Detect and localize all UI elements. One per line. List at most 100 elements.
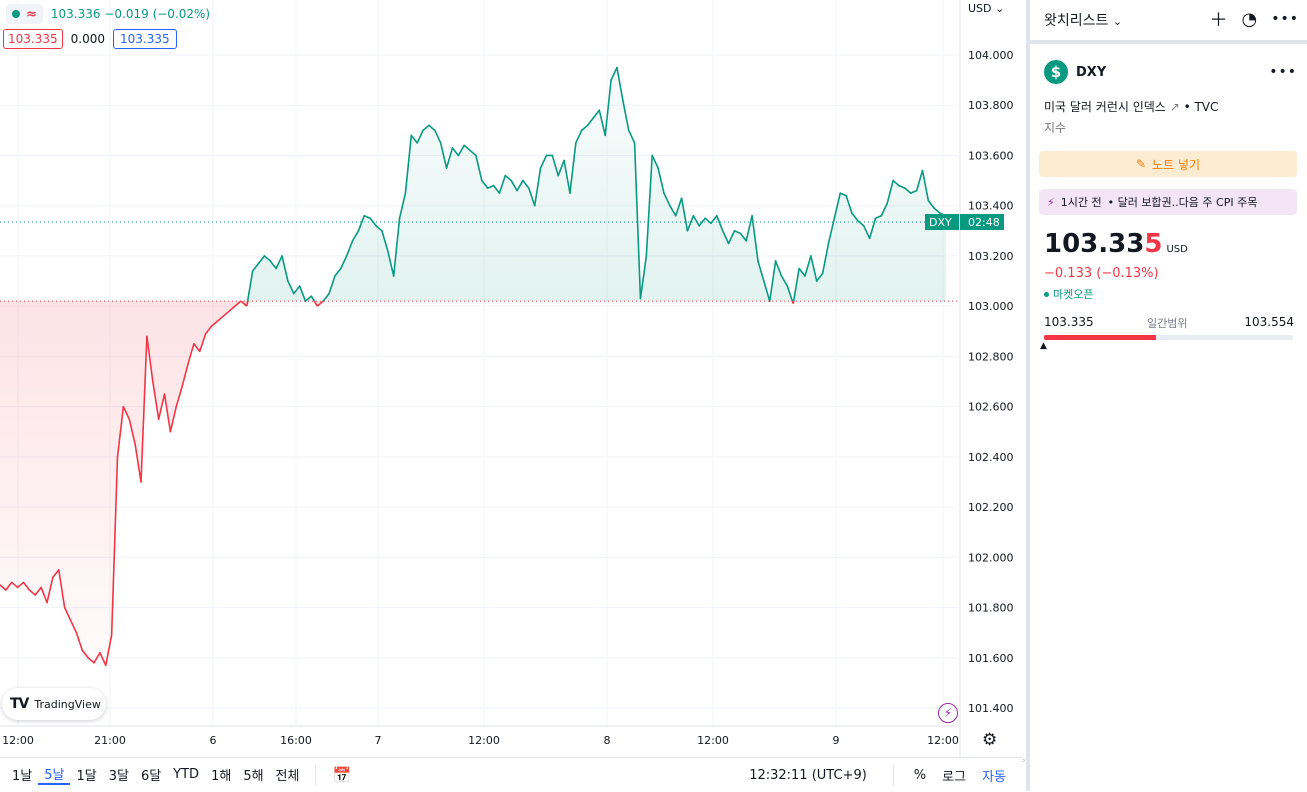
news-time: 1시간 전: [1061, 194, 1102, 210]
above-baseline-fill: [0, 68, 946, 302]
range-button[interactable]: 5날: [38, 764, 70, 785]
chevron-down-icon: ⌄: [1113, 15, 1122, 28]
range-button[interactable]: 전체: [270, 765, 306, 784]
pie-chart-icon[interactable]: ◔: [1242, 9, 1258, 30]
lightning-icon[interactable]: ⚡: [938, 703, 958, 723]
gear-icon[interactable]: ⚙: [982, 730, 997, 750]
x-tick-label: 9: [833, 734, 840, 747]
chevron-down-icon: ⌄: [995, 2, 1004, 15]
y-tick-label: 102.600: [968, 401, 1014, 414]
market-status-dot: [12, 10, 20, 18]
bid-ask-boxes: 103.335 0.000 103.335: [3, 29, 177, 49]
below-baseline-fill: [0, 301, 946, 665]
symbol-description[interactable]: 미국 달러 커런시 인덱스: [1044, 100, 1166, 114]
day-range-fill: [1044, 335, 1156, 340]
divider: [315, 765, 316, 785]
lightning-icon: ⚡: [1047, 196, 1055, 209]
legend: ≈ 103.336 −0.019 (−0.02%): [6, 4, 210, 24]
y-tick-label: 101.400: [968, 702, 1014, 715]
day-range-marker-icon: ▲: [1040, 341, 1047, 351]
x-tick-label: 7: [375, 734, 382, 747]
add-note-button[interactable]: ✎ 노트 넣기: [1039, 151, 1297, 177]
y-tick-label: 102.200: [968, 501, 1014, 514]
y-tick-label: 102.400: [968, 451, 1014, 464]
more-icon[interactable]: •••: [1271, 11, 1299, 27]
range-button[interactable]: 3달: [103, 765, 135, 784]
price-change: −0.133 (−0.13%): [1044, 266, 1159, 281]
news-item[interactable]: ⚡ 1시간 전 • 달러 보합권..다음 주 CPI 주목: [1039, 189, 1297, 215]
tradingview-label: TradingView: [34, 698, 100, 711]
market-status-label: 마켓오픈: [1053, 286, 1093, 302]
tradingview-badge[interactable]: TV TradingView: [2, 688, 106, 720]
external-link-icon[interactable]: ↗: [1170, 100, 1180, 114]
currency-label: USD: [968, 2, 992, 15]
series-segment: [247, 301, 248, 306]
x-tick-label: 6: [210, 734, 217, 747]
y-tick-label: 102.000: [968, 551, 1014, 564]
range-button[interactable]: 1날: [6, 765, 38, 784]
ask-box[interactable]: 103.335: [113, 29, 177, 49]
y-tick-label: 102.800: [968, 350, 1014, 363]
range-button[interactable]: 5해: [237, 765, 269, 784]
range-button[interactable]: 1달: [70, 765, 102, 784]
divider: [893, 765, 894, 785]
market-status: 마켓오픈: [1044, 286, 1093, 302]
symbol-type: 지수: [1044, 119, 1066, 136]
y-tick-label: 104.000: [968, 49, 1014, 62]
market-dot-icon: [1044, 292, 1049, 297]
day-range-bar: [1044, 335, 1293, 340]
price-currency: USD: [1166, 244, 1187, 255]
day-range-label: 일간범위: [1147, 315, 1187, 331]
y-tick-label: 103.200: [968, 250, 1014, 263]
y-tick-label: 101.600: [968, 652, 1014, 665]
x-tick-label: 12:00: [468, 734, 500, 747]
tradingview-logo-icon: TV: [10, 696, 28, 712]
price-chart[interactable]: 104.000 103.800 103.600 103.400 103.200 103.0…: [0, 0, 1022, 757]
bid-box[interactable]: 103.335: [3, 29, 63, 49]
y-tick-label: 101.800: [968, 602, 1014, 615]
watchlist-header: 왓치리스트 ⌄ ＋ ◔ •••: [1030, 0, 1307, 44]
x-tick-label: 12:00: [2, 734, 34, 747]
calendar-icon[interactable]: 📅: [326, 766, 357, 784]
watchlist-title-dropdown[interactable]: 왓치리스트 ⌄: [1044, 10, 1122, 30]
legend-controls[interactable]: ≈: [6, 4, 43, 24]
symbol-name[interactable]: DXY: [1076, 65, 1106, 80]
day-range-low: 103.335: [1044, 315, 1094, 329]
y-tick-label: 103.000: [968, 300, 1014, 313]
x-tick-label: 16:00: [280, 734, 312, 747]
edit-icon: ✎: [1136, 157, 1146, 171]
news-text: • 달러 보합권..다음 주 CPI 주목: [1108, 194, 1258, 210]
range-button[interactable]: 6달: [135, 765, 167, 784]
auto-toggle[interactable]: 자동: [976, 766, 1012, 785]
price-main: 103.33: [1044, 229, 1144, 259]
symbol-tag: DXY: [929, 216, 952, 229]
x-tick-label: 8: [604, 734, 611, 747]
y-tick-label: 103.600: [968, 149, 1014, 162]
watchlist-panel: 왓치리스트 ⌄ ＋ ◔ ••• $ DXY ••• 미국 달러 커런시 인덱스 …: [1026, 0, 1307, 791]
symbol-more-icon[interactable]: •••: [1269, 64, 1297, 80]
y-tick-label: 103.400: [968, 200, 1014, 213]
dollar-icon: $: [1044, 60, 1068, 84]
watchlist-title: 왓치리스트: [1044, 13, 1108, 29]
log-toggle[interactable]: 로그: [936, 766, 972, 785]
percent-toggle[interactable]: %: [908, 768, 932, 783]
last-price: 103.335 USD: [1044, 229, 1188, 259]
price-last-digit: 5: [1144, 229, 1162, 259]
range-button[interactable]: 1해: [205, 765, 237, 784]
currency-selector[interactable]: USD ⌄: [968, 2, 1004, 15]
x-tick-label: 21:00: [94, 734, 126, 747]
clock-time[interactable]: 12:32:11 (UTC+9): [749, 768, 867, 783]
x-tick-label: 12:00: [697, 734, 729, 747]
chart-area[interactable]: 104.000 103.800 103.600 103.400 103.200 103.0…: [0, 0, 1022, 791]
symbol-exchange: • TVC: [1184, 100, 1219, 114]
x-tick-label: 12:00: [927, 734, 959, 747]
legend-price: 103.336 −0.019 (−0.02%): [51, 7, 210, 21]
add-icon[interactable]: ＋: [1210, 6, 1228, 32]
add-note-label: 노트 넣기: [1152, 156, 1200, 173]
y-tick-label: 103.800: [968, 99, 1014, 112]
spread-value: 0.000: [69, 30, 107, 48]
countdown-tag: 02:48: [968, 216, 1000, 229]
day-range-high: 103.554: [1244, 315, 1294, 329]
range-button[interactable]: YTD: [167, 767, 205, 782]
